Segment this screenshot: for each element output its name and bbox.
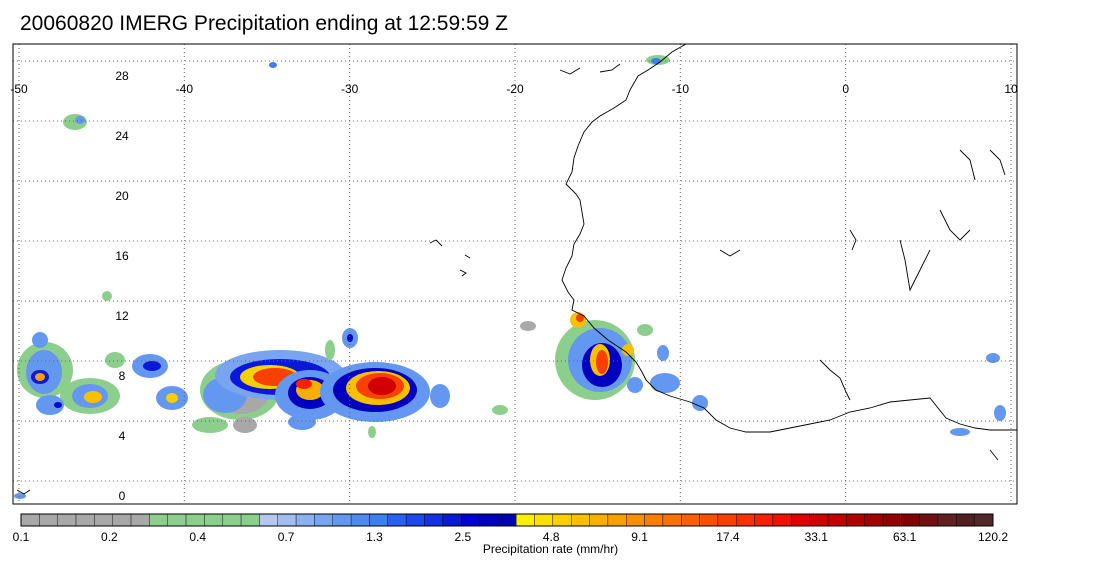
latitude-label: 28 <box>115 69 129 83</box>
precip-cluster-coast <box>14 55 1006 499</box>
longitude-label: -50 <box>10 82 28 96</box>
longitude-label: 10 <box>1004 82 1018 96</box>
colorbar-swatch <box>809 513 829 527</box>
longitude-label: 0 <box>842 82 849 96</box>
colorbar-swatch <box>204 513 223 527</box>
longitude-label: -40 <box>176 82 194 96</box>
colorbar-swatch <box>387 513 407 527</box>
colorbar-swatch <box>827 513 847 527</box>
latitude-label: 8 <box>119 369 126 383</box>
colorbar-swatch <box>772 513 792 527</box>
colorbar-swatch <box>350 513 370 527</box>
colorbar-swatch <box>295 513 315 527</box>
coastline <box>16 44 1017 495</box>
colorbar-tick-label: 0.2 <box>101 530 118 544</box>
colorbar-swatch <box>552 513 572 527</box>
colorbar-swatch <box>479 513 499 527</box>
colorbar-swatch <box>167 513 187 527</box>
colorbar-tick-label: 0.4 <box>189 530 206 544</box>
colorbar-swatch <box>717 513 737 527</box>
precipitation-field <box>14 55 1006 499</box>
colorbar-tick-labels: 0.1 0.2 0.4 0.7 1.3 2.5 4.8 9.1 17.4 33.1 63.1 120.… <box>13 530 1009 544</box>
colorbar-swatch <box>589 513 609 527</box>
colorbar-swatch <box>534 513 554 527</box>
precip-cluster-west <box>17 62 277 415</box>
colorbar-swatch <box>277 513 297 527</box>
colorbar-swatch <box>846 513 865 527</box>
colorbar-swatch <box>626 513 645 527</box>
colorbar-swatch <box>699 513 719 527</box>
colorbar-swatch <box>424 513 444 527</box>
colorbar-swatch <box>94 513 113 527</box>
colorbar-swatch <box>314 513 333 527</box>
colorbar-swatch <box>240 513 260 527</box>
latitude-label: 12 <box>115 309 129 323</box>
colorbar-label: Precipitation rate (mm/hr) <box>482 542 619 556</box>
colorbar-swatch <box>956 513 975 527</box>
colorbar-swatch <box>882 513 902 527</box>
latitude-label: 20 <box>115 189 129 203</box>
colorbar-swatch <box>937 513 957 527</box>
latitude-label: 24 <box>115 129 129 143</box>
latitude-label: 0 <box>119 489 126 503</box>
colorbar-swatch <box>974 513 994 527</box>
colorbar-tick-label: 0.7 <box>278 530 295 544</box>
colorbar-swatch <box>515 513 535 527</box>
graticule <box>13 44 1017 504</box>
colorbar-swatch <box>332 513 352 527</box>
colorbar-swatch <box>442 513 462 527</box>
colorbar-swatch <box>75 513 95 527</box>
colorbar-swatch <box>369 513 388 527</box>
colorbar-swatch <box>901 513 920 527</box>
colorbar-swatch <box>919 513 939 527</box>
colorbar-swatch <box>259 513 278 527</box>
colorbar-tick-label: 120.2 <box>978 530 1008 544</box>
colorbar-swatch <box>57 513 77 527</box>
latitude-label: 16 <box>115 249 129 263</box>
colorbar-tick-label: 0.1 <box>13 530 30 544</box>
latitude-labels: 0 4 8 12 16 20 24 28 <box>115 69 129 503</box>
colorbar-swatch <box>644 513 664 527</box>
latitude-label: 4 <box>119 429 126 443</box>
map-frame <box>12 43 1018 505</box>
colorbar-swatch <box>130 513 150 527</box>
colorbar-swatch <box>405 513 425 527</box>
colorbar-swatch <box>149 513 168 527</box>
colorbar-swatch <box>460 513 480 527</box>
colorbar-tick-label: 63.1 <box>893 530 917 544</box>
colorbar-swatch <box>662 513 682 527</box>
colorbar-swatch <box>864 513 884 527</box>
colorbar-swatch <box>736 513 755 527</box>
colorbar-tick-label: 33.1 <box>805 530 829 544</box>
colorbar-tick-label: 1.3 <box>366 530 383 544</box>
longitude-label: -20 <box>506 82 524 96</box>
map-title: 20060820 IMERG Precipitation ending at 1… <box>20 12 508 35</box>
colorbar-swatch <box>681 513 700 527</box>
colorbar-swatch <box>39 513 58 527</box>
colorbar-tick-label: 4.8 <box>543 530 560 544</box>
colorbar-swatch <box>570 513 590 527</box>
precip-cluster-central <box>192 328 508 438</box>
colorbar-tick-label: 2.5 <box>454 530 471 544</box>
colorbar-swatch <box>222 513 242 527</box>
colorbar-swatch <box>112 513 132 527</box>
colorbar-swatch <box>185 513 205 527</box>
longitude-labels: -50 -40 -30 -20 -10 0 10 <box>10 82 1018 96</box>
colorbar-tick-label: 17.4 <box>716 530 740 544</box>
colorbar-swatch <box>497 513 517 527</box>
colorbar-swatch <box>607 513 627 527</box>
colorbar-frame <box>20 513 994 527</box>
longitude-label: -30 <box>341 82 359 96</box>
longitude-label: -10 <box>672 82 690 96</box>
colorbar-swatch <box>791 513 810 527</box>
colorbar-tick-label: 9.1 <box>631 530 648 544</box>
colorbar <box>20 513 994 527</box>
colorbar-swatch <box>20 513 40 527</box>
colorbar-swatch <box>754 513 774 527</box>
